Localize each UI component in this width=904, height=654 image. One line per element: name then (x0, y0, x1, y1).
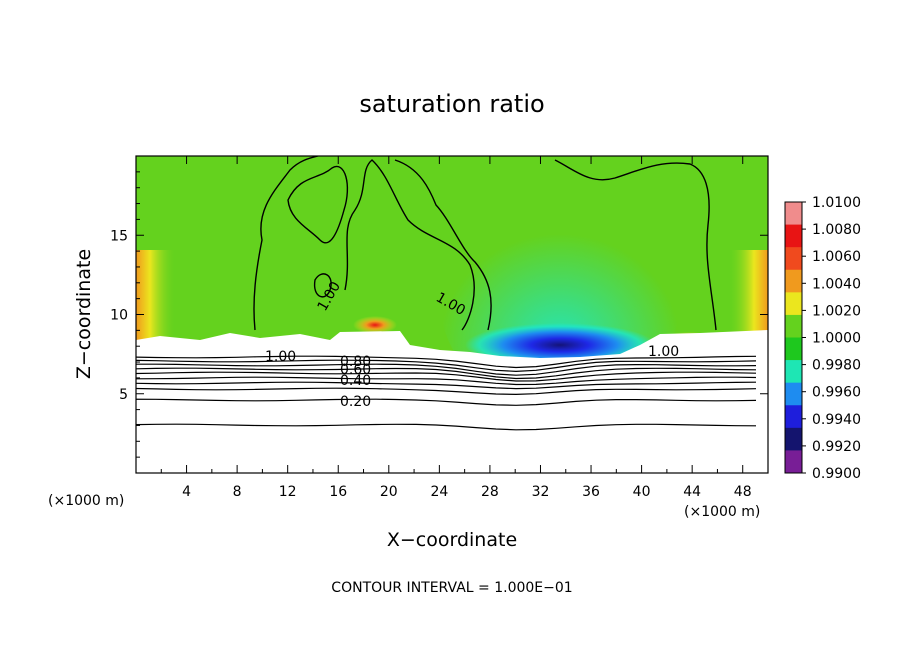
contour-label-5: 0.60 (340, 362, 371, 378)
base-contour-line (136, 381, 757, 390)
y-axis-label: Z−coordinate (73, 249, 95, 379)
right-warm-edge (728, 250, 768, 340)
contour-cloud-upper-left (253, 156, 319, 331)
colorbar-swatch (785, 360, 802, 384)
contour-label-4: 0.80 (340, 354, 371, 370)
x-tick-label: 24 (430, 484, 448, 500)
base-contour-line (136, 376, 757, 386)
x-tick-label: 40 (633, 484, 651, 500)
x-axis-ticks: 4 8 12 16 20 24 28 32 36 40 44 48 (160, 156, 752, 500)
contour-cloud-inner-loop (287, 165, 349, 244)
x-unit-left: (×1000 m) (48, 493, 124, 509)
colorbar-swatch (785, 382, 802, 406)
contour-label-8: 1.00 (648, 344, 679, 360)
base-contour-line (136, 423, 757, 431)
base-contour-line (136, 371, 757, 382)
y-tick-label: 15 (110, 228, 128, 244)
base-contour-line (136, 359, 757, 373)
colorbar-swatch (785, 405, 802, 429)
colorbar-swatch (785, 427, 802, 451)
x-tick-label: 8 (233, 484, 242, 500)
base-contour-line (136, 367, 757, 380)
x-tick-label: 44 (683, 484, 701, 500)
y-axis-ticks: 5 10 15 (110, 171, 768, 458)
x-tick-label: 12 (279, 484, 297, 500)
x-tick-label: 48 (734, 484, 752, 500)
contour-label-7: 0.20 (340, 394, 371, 410)
colorbar-label: 0.9920 (812, 439, 861, 455)
contour-label-3: 1.00 (265, 349, 296, 365)
colorbar-swatch (785, 337, 802, 361)
left-warm-edge (136, 250, 176, 340)
colorbar-swatch (785, 269, 802, 293)
chart-title: saturation ratio (359, 90, 544, 118)
colorbar-label: 1.0000 (812, 331, 861, 347)
contour-interval-note: CONTOUR INTERVAL = 1.000E−01 (331, 580, 572, 596)
colorbar-swatch (785, 450, 802, 474)
x-tick-label: 32 (532, 484, 550, 500)
contour-cloud-upper-right (394, 159, 492, 331)
contour-label-6: 0.40 (340, 373, 371, 389)
colorbar-swatch (785, 224, 802, 248)
base-contour-line (136, 398, 757, 406)
colorbar-label: 1.0040 (812, 276, 861, 292)
contour-small-loop (313, 273, 332, 298)
base-contour-line (136, 355, 757, 369)
red-hotspot (353, 316, 397, 334)
base-contour-line (136, 363, 757, 376)
x-tick-label: 36 (582, 484, 600, 500)
contour-cloud-center (344, 159, 475, 331)
colorbar-label: 1.0100 (812, 195, 861, 211)
colorbar-swatch (785, 314, 802, 338)
colorbar-label: 0.9980 (812, 358, 861, 374)
x-tick-label: 20 (380, 484, 398, 500)
colorbar-label: 0.9900 (812, 466, 861, 482)
x-tick-label: 28 (481, 484, 499, 500)
colorbar-label: 1.0020 (812, 303, 861, 319)
colorbar-swatch (785, 202, 802, 226)
colorbar-swatch (785, 247, 802, 271)
x-axis-label: X−coordinate (387, 529, 517, 551)
colorbar-label: 1.0080 (812, 222, 861, 238)
y-tick-label: 10 (110, 308, 128, 324)
colorbar-label: 1.0060 (812, 249, 861, 265)
contour-lines (253, 156, 717, 331)
x-unit-right: (×1000 m) (684, 504, 760, 520)
base-contour-line (136, 387, 757, 396)
base-contours (136, 355, 757, 431)
colorbar-label: 0.9940 (812, 412, 861, 428)
x-tick-label: 4 (182, 484, 191, 500)
contour-cloud-right-arch (554, 159, 717, 331)
colorbar: 1.0100 1.0080 1.0060 1.0040 1.0020 1.0000 0.99… (784, 195, 861, 482)
y-tick-label: 5 (119, 387, 128, 403)
colorbar-label: 0.9960 (812, 385, 861, 401)
x-tick-label: 16 (329, 484, 347, 500)
colorbar-swatch (785, 292, 802, 316)
